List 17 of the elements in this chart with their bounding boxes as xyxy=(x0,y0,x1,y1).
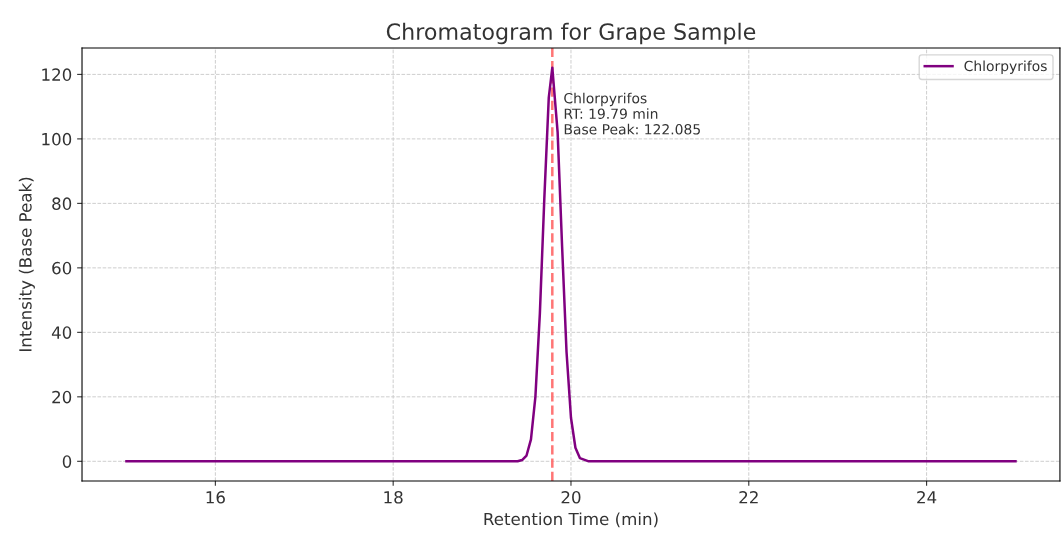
y-tick-label: 40 xyxy=(51,326,72,339)
x-tick-label: 22 xyxy=(739,491,758,504)
x-tick-label: 16 xyxy=(206,491,225,504)
x-tick-label: 18 xyxy=(384,491,403,504)
x-axis-title: Retention Time (min) xyxy=(484,512,658,528)
chart-title: Chromatogram for Grape Sample xyxy=(386,22,756,45)
y-tick-label: 100 xyxy=(42,132,72,146)
y-tick-label: 0 xyxy=(62,455,72,468)
annotation: Chlorpyrifos RT: 19.79 min Base Peak: 122.085 xyxy=(564,92,700,135)
y-tick-label: 120 xyxy=(42,68,72,81)
y-tick-label: 60 xyxy=(52,261,72,275)
y-tick-label: 80 xyxy=(52,197,72,210)
y-tick-label: 20 xyxy=(52,390,72,404)
legend-label: Chlorpyrifos xyxy=(964,60,1047,74)
y-axis-title: Intensity (Base Peak) xyxy=(18,177,35,351)
x-tick-label: 24 xyxy=(917,491,937,504)
x-tick-label: 20 xyxy=(561,491,581,504)
